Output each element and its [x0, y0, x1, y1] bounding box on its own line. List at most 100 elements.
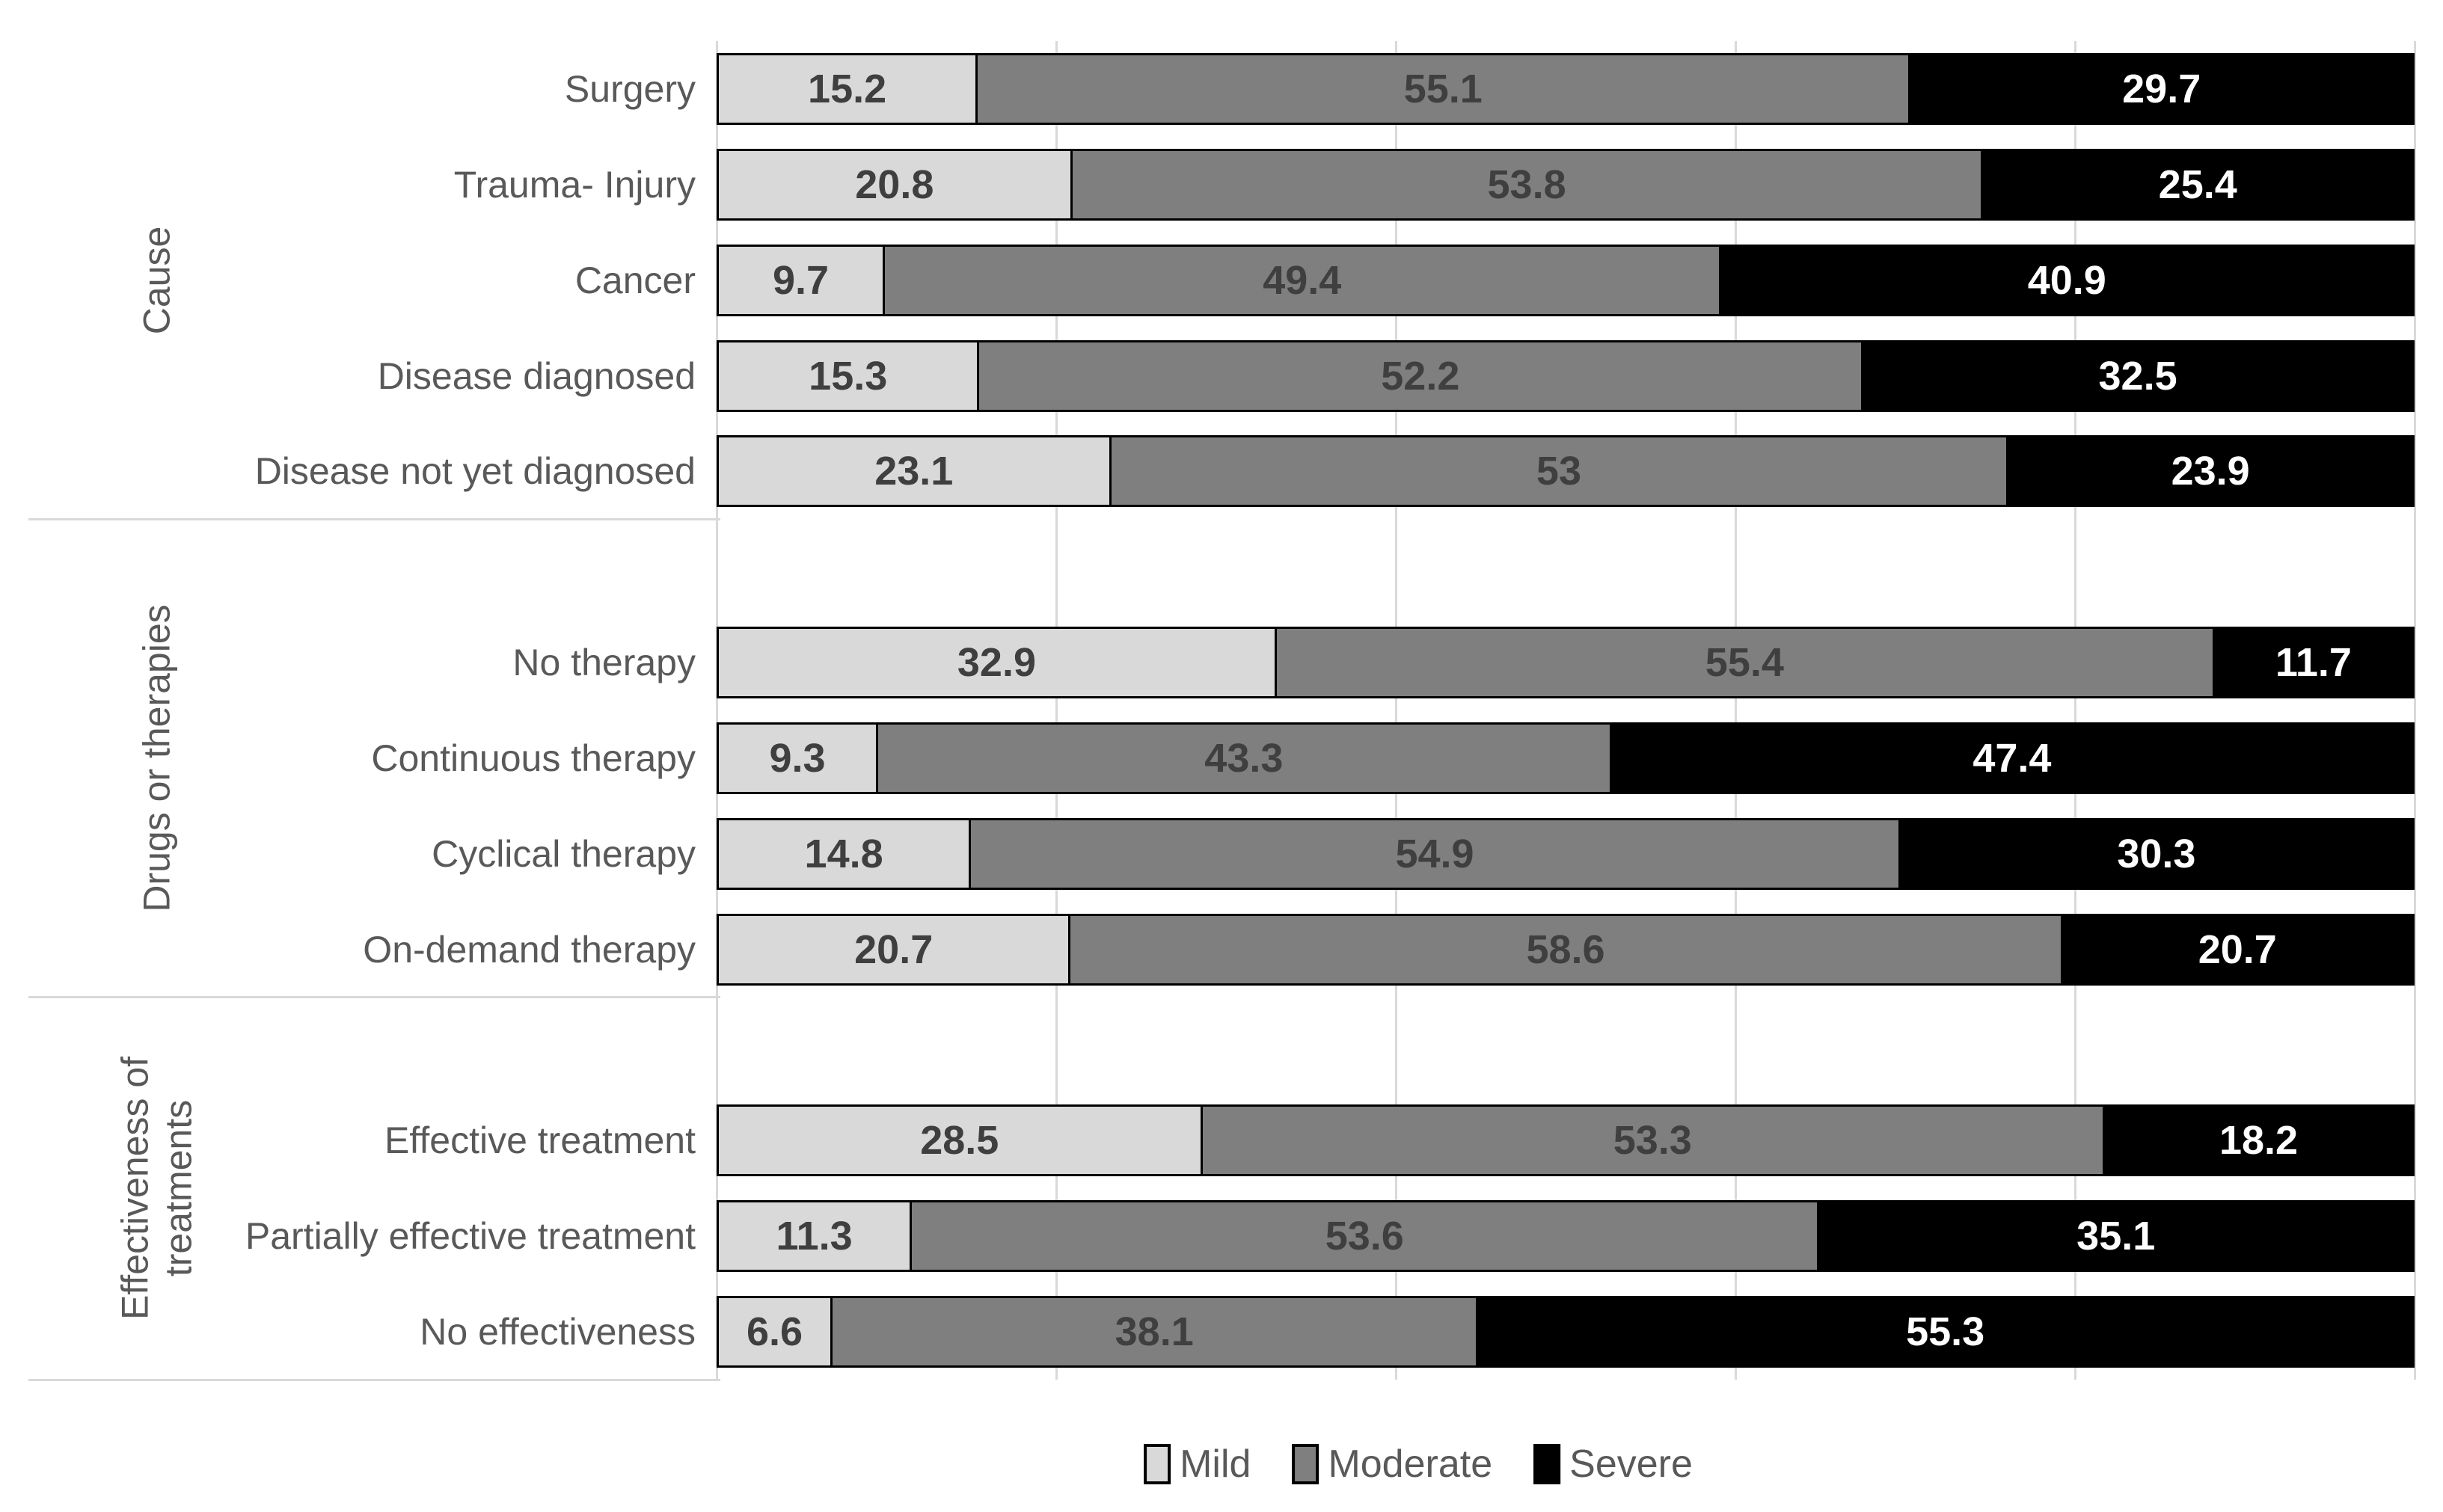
legend-label-severe: Severe — [1569, 1442, 1693, 1486]
gridline — [715, 41, 718, 1380]
value-label: 23.1 — [874, 449, 954, 494]
bar-segment-moderate: 58.6 — [1068, 913, 2063, 986]
value-label: 9.7 — [772, 257, 830, 303]
gridline — [2073, 41, 2076, 1380]
bar-segment-severe: 55.3 — [1476, 1296, 2415, 1368]
group-label: Effectiveness of treatments — [114, 1057, 200, 1321]
value-label: 53.8 — [1487, 162, 1566, 207]
value-label: 55.4 — [1705, 640, 1784, 686]
bar-segment-moderate: 53.6 — [910, 1200, 1820, 1273]
category-label: Trauma- Injury — [453, 163, 696, 206]
bar-segment-severe: 20.7 — [2060, 913, 2415, 986]
gridline — [1055, 41, 1058, 1380]
legend-swatch-mild-icon — [1144, 1444, 1171, 1484]
bar-segment-mild: 14.8 — [717, 817, 972, 890]
value-label: 20.7 — [2198, 926, 2277, 972]
value-label: 58.6 — [1526, 926, 1605, 972]
bar-row: 23.1 53 23.9 — [717, 435, 2415, 508]
category-label: Effective treatment — [384, 1119, 696, 1162]
group-label: Cause — [135, 226, 178, 334]
bar-segment-mild: 20.7 — [717, 913, 1071, 986]
bar-segment-severe: 25.4 — [1981, 148, 2415, 221]
bar-segment-moderate: 55.4 — [1274, 627, 2215, 699]
bar-row: 15.3 52.2 32.5 — [717, 339, 2415, 412]
bar-row: 15.2 55.1 29.7 — [717, 52, 2415, 125]
value-label: 6.6 — [746, 1309, 803, 1355]
value-label: 29.7 — [2122, 66, 2201, 111]
bar-segment-moderate: 38.1 — [830, 1296, 1479, 1368]
gridline — [2413, 41, 2416, 1380]
bar-segment-moderate: 53.8 — [1070, 148, 1984, 221]
value-label: 43.3 — [1204, 735, 1284, 781]
bar-segment-severe: 40.9 — [1719, 244, 2415, 316]
bar-segment-mild: 15.3 — [717, 339, 980, 412]
category-label: Cyclical therapy — [432, 832, 696, 875]
category-label: Disease not yet diagnosed — [254, 450, 696, 493]
value-label: 14.8 — [804, 831, 883, 876]
legend-item-severe: Severe — [1533, 1442, 1693, 1487]
category-label: Disease diagnosed — [377, 354, 696, 397]
bar-segment-moderate: 49.4 — [883, 244, 1722, 316]
bar-segment-severe: 32.5 — [1861, 339, 2415, 412]
value-label: 11.3 — [776, 1214, 853, 1259]
value-label: 53.3 — [1613, 1118, 1692, 1164]
value-label: 55.3 — [1906, 1309, 1985, 1355]
bar-segment-moderate: 43.3 — [876, 722, 1612, 794]
group-divider — [28, 996, 720, 999]
value-label: 30.3 — [2117, 831, 2196, 876]
value-label: 52.2 — [1381, 353, 1460, 399]
legend-label-mild: Mild — [1180, 1442, 1251, 1486]
value-label: 55.1 — [1403, 66, 1483, 111]
category-label: No therapy — [512, 642, 696, 684]
value-label: 38.1 — [1115, 1309, 1194, 1355]
value-label: 15.3 — [809, 353, 888, 399]
category-label: No effectiveness — [420, 1311, 696, 1353]
bar-row: 9.7 49.4 40.9 — [717, 244, 2415, 316]
bar-row: 6.6 38.1 55.3 — [717, 1296, 2415, 1368]
value-label: 25.4 — [2158, 162, 2237, 207]
bar-segment-severe: 35.1 — [1817, 1200, 2415, 1273]
value-label: 40.9 — [2027, 257, 2106, 303]
gridline — [1734, 41, 1737, 1380]
value-label: 32.5 — [2098, 353, 2177, 399]
category-label: Surgery — [564, 67, 696, 110]
value-label: 49.4 — [1263, 257, 1342, 303]
bar-segment-mild: 28.5 — [717, 1104, 1203, 1177]
bar-segment-moderate: 52.2 — [977, 339, 1864, 412]
bar-segment-severe: 30.3 — [1898, 817, 2415, 890]
value-label: 20.8 — [855, 162, 934, 207]
legend-item-mild: Mild — [1144, 1442, 1251, 1487]
bar-segment-mild: 9.3 — [717, 722, 878, 794]
legend-item-moderate: Moderate — [1292, 1442, 1492, 1487]
bar-row: 14.8 54.9 30.3 — [717, 817, 2415, 890]
bar-segment-severe: 18.2 — [2103, 1104, 2415, 1177]
value-label: 9.3 — [769, 735, 826, 781]
bar-segment-mild: 20.8 — [717, 148, 1073, 221]
value-label: 28.5 — [920, 1118, 999, 1164]
bar-segment-mild: 23.1 — [717, 435, 1112, 508]
legend: Mild Moderate Severe — [1144, 1442, 1693, 1487]
bar-segment-mild: 6.6 — [717, 1296, 833, 1368]
bar-segment-mild: 15.2 — [717, 52, 978, 125]
category-label: On-demand therapy — [363, 928, 696, 971]
bar-segment-severe: 11.7 — [2212, 627, 2415, 699]
category-label: Cancer — [574, 259, 696, 301]
group-divider — [28, 517, 720, 520]
value-label: 53.6 — [1325, 1214, 1404, 1259]
group-label: Drugs or therapies — [135, 604, 178, 912]
bar-segment-moderate: 53.3 — [1200, 1104, 2106, 1177]
group-divider — [28, 1378, 720, 1381]
value-label: 23.9 — [2171, 449, 2250, 494]
bar-segment-severe: 29.7 — [1908, 52, 2415, 125]
value-label: 47.4 — [1973, 735, 2052, 781]
value-label: 32.9 — [957, 640, 1036, 686]
category-label: Continuous therapy — [371, 737, 696, 779]
bar-row: 9.3 43.3 47.4 — [717, 722, 2415, 794]
value-label: 11.7 — [2275, 640, 2352, 686]
bar-row: 20.8 53.8 25.4 — [717, 148, 2415, 221]
legend-swatch-severe-icon — [1533, 1444, 1561, 1484]
value-label: 20.7 — [854, 926, 934, 972]
value-label: 15.2 — [808, 66, 887, 111]
bar-segment-mild: 9.7 — [717, 244, 886, 316]
